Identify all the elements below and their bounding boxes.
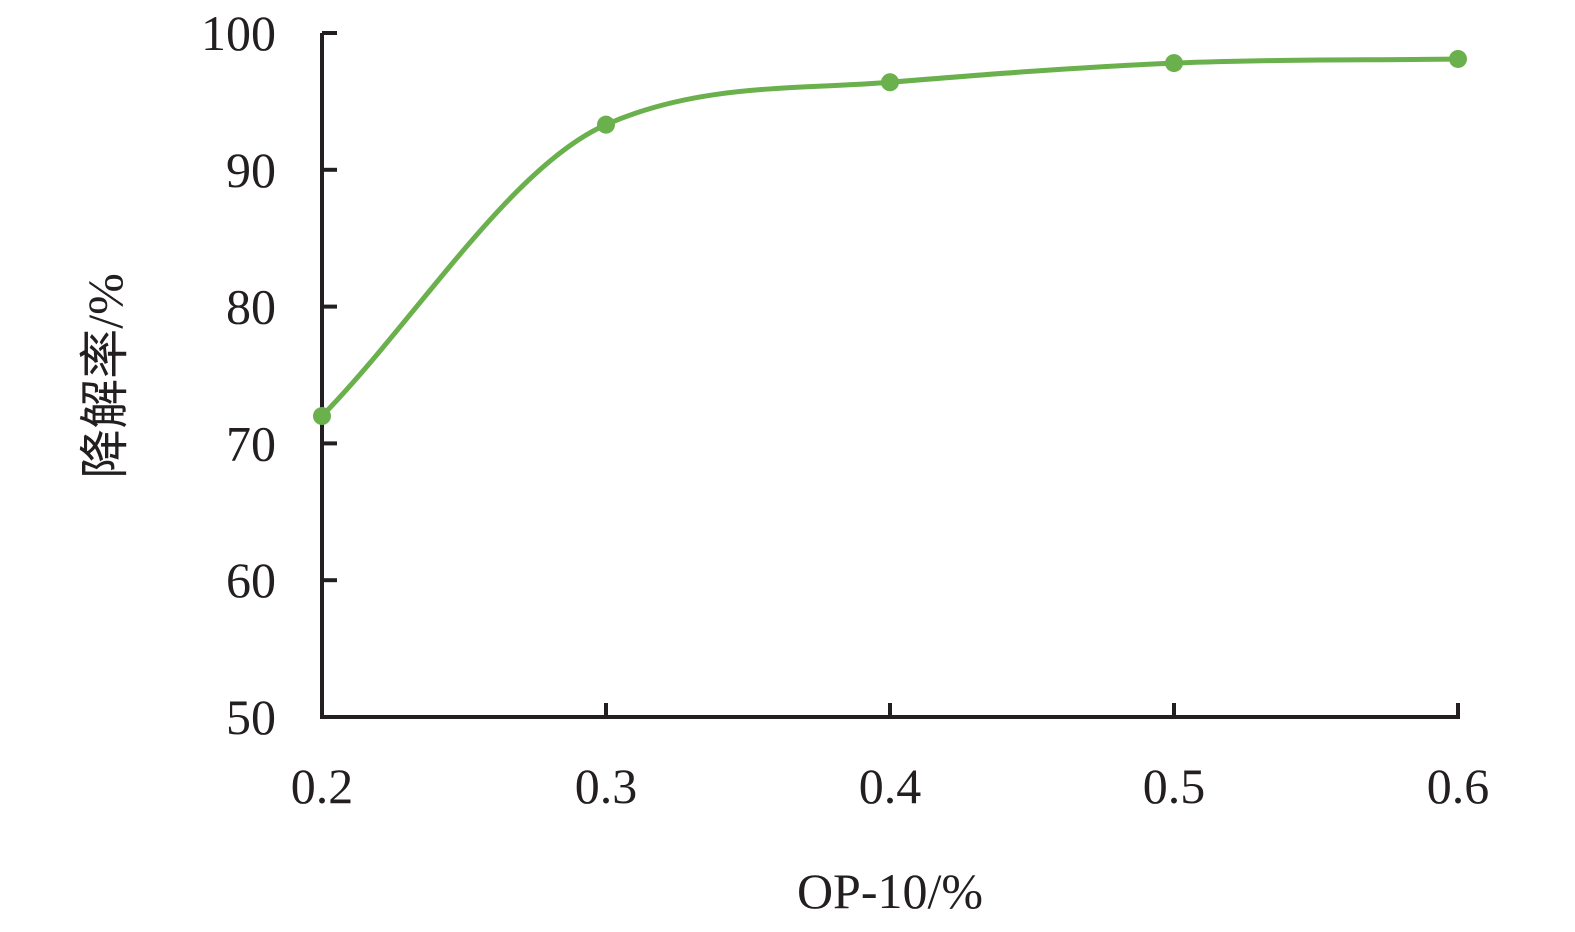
y-axis-label: 降解率/%	[77, 273, 133, 479]
y-tick-label: 90	[226, 142, 276, 198]
x-axis-ticks: 0.2 0.3 0.4 0.5 0.6	[291, 703, 1490, 814]
x-tick-label: 0.5	[1143, 758, 1206, 814]
y-tick-label: 70	[226, 415, 276, 471]
axes	[320, 33, 1460, 719]
series-layer	[313, 49, 1467, 426]
x-tick-label: 0.2	[291, 758, 354, 814]
y-tick-label: 100	[201, 5, 276, 61]
y-axis-ticks: 50 60 70 80 90 100	[201, 5, 337, 745]
data-point	[1165, 54, 1183, 73]
series-line	[319, 56, 1461, 419]
y-tick-label: 80	[226, 279, 276, 335]
data-point	[597, 115, 615, 134]
y-tick-label: 60	[226, 552, 276, 608]
data-point	[1449, 49, 1467, 68]
x-tick-label: 0.3	[575, 758, 638, 814]
x-axis-label: OP-10/%	[797, 863, 983, 919]
y-tick-label: 50	[226, 689, 276, 745]
data-point	[313, 407, 331, 426]
data-point	[881, 73, 899, 92]
x-tick-label: 0.6	[1427, 758, 1490, 814]
x-tick-label: 0.4	[859, 758, 922, 814]
